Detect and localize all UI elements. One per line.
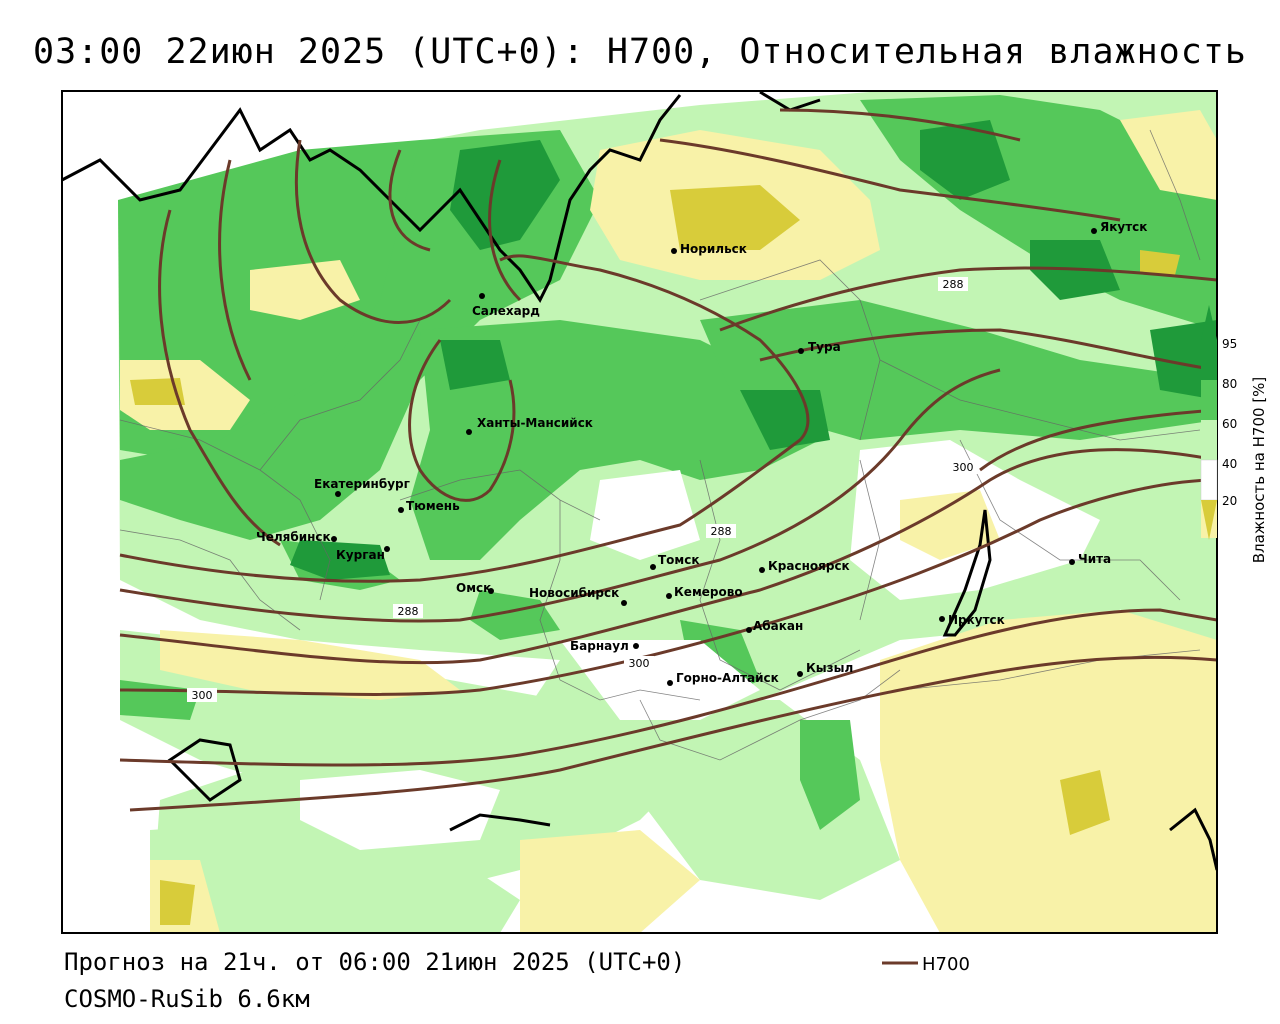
svg-text:Ханты-Мансийск: Ханты-Мансийск xyxy=(477,416,593,430)
city-tyumen: Тюмень xyxy=(398,499,460,513)
city-tomsk: Томск xyxy=(650,553,700,570)
svg-text:Горно-Алтайск: Горно-Алтайск xyxy=(676,671,779,685)
svg-text:Томск: Томск xyxy=(658,553,700,567)
colorbar: 95 80 60 40 20 xyxy=(1200,305,1237,540)
svg-text:288: 288 xyxy=(943,278,964,291)
colorbar-tick-60: 60 xyxy=(1222,417,1237,431)
svg-text:Тура: Тура xyxy=(808,340,841,354)
svg-text:Барнаул: Барнаул xyxy=(570,639,629,653)
colorbar-tick-80: 80 xyxy=(1222,377,1237,391)
contour-label-5: 300 xyxy=(624,656,654,670)
city-khanty-mansiysk: Ханты-Мансийск xyxy=(466,416,593,435)
svg-text:Кызыл: Кызыл xyxy=(806,661,853,675)
city-kyzyl: Кызыл xyxy=(797,661,853,677)
contour-label-1: 288 xyxy=(938,277,968,291)
city-yakutsk: Якутск xyxy=(1091,220,1147,234)
city-chelyabinsk: Челябинск xyxy=(256,530,337,544)
colorbar-segment-very-wet xyxy=(1201,340,1217,380)
colorbar-tick-40: 40 xyxy=(1222,457,1237,471)
svg-text:Салехард: Салехард xyxy=(472,304,540,318)
colorbar-title: Влажность на H700 [%] xyxy=(1250,376,1268,564)
svg-text:Омск: Омск xyxy=(456,581,491,595)
contour-label-6: 300 xyxy=(187,688,217,702)
svg-text:Курган: Курган xyxy=(336,548,385,562)
city-gorno-altaysk: Горно-Алтайск xyxy=(667,671,779,686)
city-krasnoyarsk: Красноярск xyxy=(759,559,850,573)
colorbar-segment-mid xyxy=(1200,459,1218,501)
city-omsk: Омск xyxy=(456,581,494,595)
svg-text:Абакан: Абакан xyxy=(753,619,803,633)
contour-labels: 288 300 288 288 300 300 xyxy=(187,277,978,702)
svg-text:Якутск: Якутск xyxy=(1100,220,1147,234)
svg-text:300: 300 xyxy=(953,461,974,474)
coastlines xyxy=(62,91,1217,871)
city-abakan: Абакан xyxy=(746,619,803,633)
contour-label-2: 300 xyxy=(948,460,978,474)
city-kemerovo: Кемерово xyxy=(666,585,743,599)
colorbar-top-triangle xyxy=(1201,305,1217,340)
city-markers: Якутск Норильск Салехард Тура Ханты-Манс… xyxy=(256,220,1147,686)
admin-borders xyxy=(119,129,1201,761)
contour-label-3: 288 xyxy=(706,524,736,538)
city-irkutsk: Иркутск xyxy=(939,613,1005,627)
city-norilsk: Норильск xyxy=(671,242,747,256)
svg-text:Челябинск: Челябинск xyxy=(256,530,331,544)
humidity-field xyxy=(118,92,1217,933)
legend-line-label: H700 xyxy=(922,954,970,975)
colorbar-tick-20: 20 xyxy=(1222,494,1237,508)
contour-label-4: 288 xyxy=(393,604,423,618)
svg-text:288: 288 xyxy=(711,525,732,538)
city-novosibirsk: Новосибирск xyxy=(529,586,627,606)
city-chita: Чита xyxy=(1069,552,1111,566)
colorbar-bottom-triangle xyxy=(1201,500,1217,540)
city-kurgan: Курган xyxy=(336,546,390,562)
colorbar-segment-wet xyxy=(1201,380,1217,420)
svg-text:288: 288 xyxy=(398,605,419,618)
svg-text:Тюмень: Тюмень xyxy=(406,499,460,513)
svg-text:Новосибирск: Новосибирск xyxy=(529,586,619,600)
svg-text:Кемерово: Кемерово xyxy=(674,585,743,599)
h700-contours xyxy=(119,108,1217,812)
svg-text:Норильск: Норильск xyxy=(680,242,747,256)
city-barnaul: Барнаул xyxy=(570,639,639,653)
svg-text:Красноярск: Красноярск xyxy=(768,559,850,573)
svg-text:Чита: Чита xyxy=(1078,552,1111,566)
svg-text:Екатеринбург: Екатеринбург xyxy=(314,477,410,491)
city-yekaterinburg: Екатеринбург xyxy=(314,477,410,497)
model-info: COSMO-RuSib 6.6км xyxy=(64,985,310,1013)
svg-text:300: 300 xyxy=(192,689,213,702)
colorbar-tick-95: 95 xyxy=(1222,337,1237,351)
svg-text:300: 300 xyxy=(629,657,650,670)
map-title: 03:00 22июн 2025 (UTC+0): H700, Относите… xyxy=(33,32,1247,72)
colorbar-segment-moist xyxy=(1201,420,1217,460)
city-tura: Тура xyxy=(798,340,841,354)
svg-text:Иркутск: Иркутск xyxy=(948,613,1005,627)
forecast-info: Прогноз на 21ч. от 06:00 21июн 2025 (UTC… xyxy=(64,948,686,976)
city-salekhard: Салехард xyxy=(472,293,540,318)
